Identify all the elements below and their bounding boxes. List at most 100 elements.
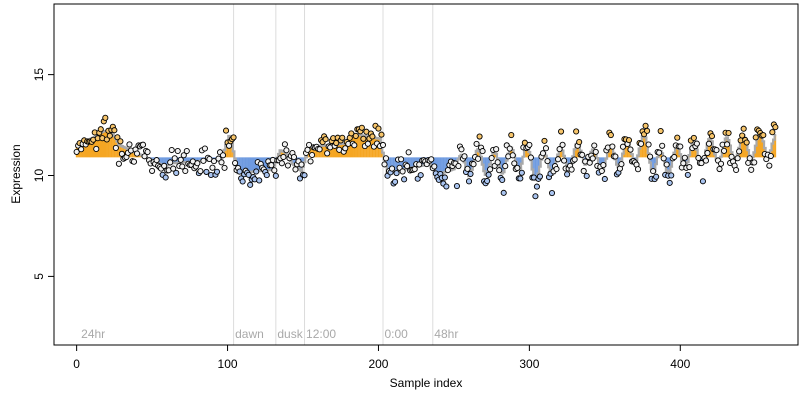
data-point-315	[548, 189, 556, 197]
data-point-283	[500, 189, 507, 196]
data-point-86	[203, 168, 210, 175]
data-point-379	[645, 141, 652, 148]
data-point-196	[369, 133, 376, 140]
data-point-312	[544, 158, 551, 165]
data-point-266	[475, 155, 482, 162]
data-point-338	[583, 172, 590, 180]
data-point-59	[162, 174, 169, 181]
data-point-131	[271, 167, 278, 174]
y-tick-label-2: 15	[32, 68, 46, 82]
data-point-444	[743, 139, 750, 146]
data-point-153	[304, 146, 311, 153]
data-point-377	[642, 122, 649, 129]
data-point-244	[441, 174, 448, 181]
data-point-29	[117, 138, 124, 145]
data-point-71	[180, 152, 187, 159]
data-point-121	[256, 177, 263, 184]
data-point-193	[364, 140, 371, 147]
data-point-140	[284, 162, 291, 169]
data-point-400	[677, 143, 684, 150]
annotation-5: 48hr	[434, 327, 458, 341]
x-tick-label-2: 200	[368, 357, 388, 371]
data-point-228	[417, 172, 424, 179]
data-point-427	[717, 160, 725, 167]
data-point-328	[568, 166, 575, 173]
annotation-4: 0:00	[384, 327, 408, 341]
data-point-35	[126, 141, 133, 148]
data-point-93	[213, 168, 221, 175]
annotations: 24hr dawn dusk 12:00 0:00 48hr	[81, 327, 458, 341]
data-point-418	[704, 149, 711, 157]
data-point-172	[333, 139, 340, 147]
data-point-151	[301, 172, 308, 179]
data-point-108	[236, 168, 243, 175]
data-point-424	[713, 147, 720, 154]
data-point-415	[699, 178, 706, 185]
data-point-139	[283, 147, 290, 154]
data-point-372	[634, 166, 642, 173]
data-point-455	[760, 132, 767, 139]
data-point-261	[467, 170, 474, 177]
data-point-322	[559, 141, 566, 148]
data-point-253	[455, 163, 462, 170]
data-point-305	[533, 183, 540, 190]
data-point-19	[102, 114, 109, 121]
data-point-144	[290, 154, 298, 161]
data-point-119	[253, 168, 260, 175]
data-point-219	[404, 163, 411, 170]
data-point-50	[149, 167, 156, 174]
data-point-237	[431, 163, 438, 170]
data-point-446	[746, 155, 753, 162]
data-point-132	[272, 172, 279, 179]
data-point-91	[210, 158, 218, 165]
data-point-421	[708, 133, 716, 140]
x-tick-label-1: 100	[218, 357, 238, 371]
data-point-200	[375, 125, 382, 132]
data-point-105	[232, 159, 239, 167]
data-point-300	[526, 141, 533, 148]
data-point-460	[767, 152, 774, 160]
data-point-204	[381, 161, 388, 168]
data-point-320	[556, 146, 563, 153]
data-point-284	[502, 163, 509, 170]
data-point-405	[684, 171, 691, 178]
data-point-176	[339, 134, 346, 141]
data-point-136	[278, 160, 285, 167]
data-point-449	[751, 159, 758, 166]
data-point-357	[612, 153, 619, 160]
data-point-432	[725, 129, 732, 137]
data-point-27	[114, 134, 121, 141]
data-point-402	[680, 160, 687, 167]
data-point-292	[514, 164, 521, 172]
data-point-184	[351, 142, 358, 149]
data-point-82	[197, 168, 204, 175]
data-point-386	[656, 149, 663, 156]
data-point-265	[473, 140, 480, 147]
data-point-98	[221, 164, 228, 171]
data-point-333	[576, 139, 583, 146]
data-point-447	[748, 166, 755, 173]
data-point-65	[171, 155, 178, 162]
data-point-295	[518, 169, 525, 176]
x-axis: 0 100 200 300 400	[73, 344, 691, 371]
data-point-220	[405, 149, 412, 156]
data-point-366	[625, 137, 633, 144]
data-point-378	[644, 127, 651, 134]
data-point-340	[586, 159, 593, 166]
data-point-278	[493, 146, 500, 153]
data-point-289	[509, 152, 516, 159]
data-point-438	[734, 155, 741, 162]
data-point-311	[542, 145, 550, 152]
data-point-185	[352, 132, 359, 139]
data-point-155	[307, 158, 314, 165]
data-point-398	[674, 134, 681, 141]
data-point-212	[393, 170, 400, 177]
data-point-154	[305, 141, 313, 148]
data-point-190	[360, 135, 367, 142]
data-point-461	[769, 129, 776, 136]
data-point-166	[324, 150, 331, 157]
data-point-263	[470, 161, 477, 168]
data-point-318	[553, 165, 560, 173]
data-point-309	[539, 150, 547, 157]
x-tick-label-0: 0	[73, 357, 80, 371]
